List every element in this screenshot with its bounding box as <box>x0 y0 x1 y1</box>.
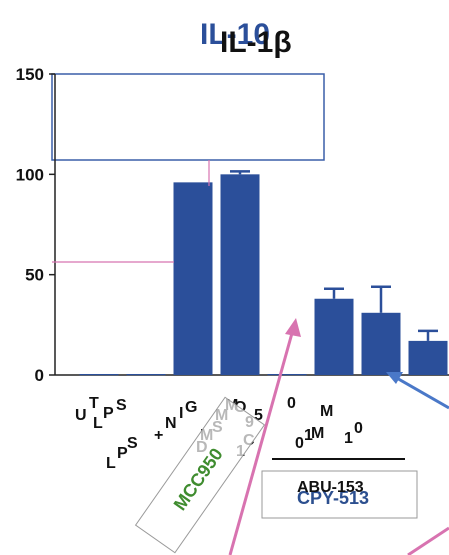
group-label: ABU-153 <box>297 479 364 496</box>
bar-4 <box>267 373 307 376</box>
cat-mcc-m: M <box>320 403 333 420</box>
cat-abu-m: M <box>311 425 324 442</box>
chart-title: IL-1β <box>220 26 292 59</box>
y-tick-label-1: 50 <box>25 266 44 285</box>
cat-abu-one: 1 <box>344 430 353 447</box>
bar-5 <box>314 298 354 375</box>
bar-2 <box>173 182 213 375</box>
overlay-label: CPY-513 <box>297 488 369 508</box>
bar-6 <box>361 312 401 375</box>
cat-ut-s: S <box>116 397 127 414</box>
overlay-outline-box <box>51 73 325 161</box>
cat-nig-n: N <box>165 415 177 432</box>
error-bar-3 <box>230 170 250 175</box>
cat-lps-l: L <box>106 455 116 472</box>
error-bar-5 <box>324 287 344 299</box>
cat-ut-p: P <box>103 405 114 422</box>
y-axis-ticks: 0 50 100 150 <box>16 65 55 385</box>
cat-lps-s: S <box>127 435 138 452</box>
pink-arrow-lower <box>407 526 449 555</box>
cat-nig-i: I <box>179 405 183 422</box>
bar-0 <box>79 373 119 376</box>
y-tick-label-0: 0 <box>35 366 44 385</box>
error-bar-6 <box>371 285 391 313</box>
cat-lps-p: P <box>117 445 128 462</box>
y-tick-label-3: 150 <box>16 65 44 84</box>
cat-abu-1: 1 <box>304 427 313 444</box>
overlay-label-box <box>261 470 418 519</box>
title-shadow: IL-10 <box>200 18 270 51</box>
cat-mcc-0: 0 <box>287 395 296 412</box>
cat-abu-0: 0 <box>295 435 304 452</box>
blue-arrow <box>386 372 449 410</box>
cat-ut-u: U <box>75 407 87 424</box>
rotated-label-box <box>134 396 266 554</box>
error-bars <box>230 170 438 341</box>
cat-mcc-5: 5 <box>254 407 263 424</box>
rotated-label-group: MCC950 <box>134 396 266 554</box>
bar-1 <box>126 373 166 376</box>
bar-3 <box>220 174 260 375</box>
error-bar-7 <box>418 329 438 341</box>
cat-nig-plus: + <box>154 427 163 444</box>
cat-ut-t: T <box>89 395 99 412</box>
y-tick-label-2: 100 <box>16 165 44 184</box>
bar-7 <box>408 340 448 375</box>
cat-nig-g: G <box>185 399 197 416</box>
pink-arrow <box>228 318 301 555</box>
cat-abu-zero: 0 <box>354 420 363 437</box>
bar-series <box>79 174 448 376</box>
cat-ut-l: L <box>93 415 103 432</box>
